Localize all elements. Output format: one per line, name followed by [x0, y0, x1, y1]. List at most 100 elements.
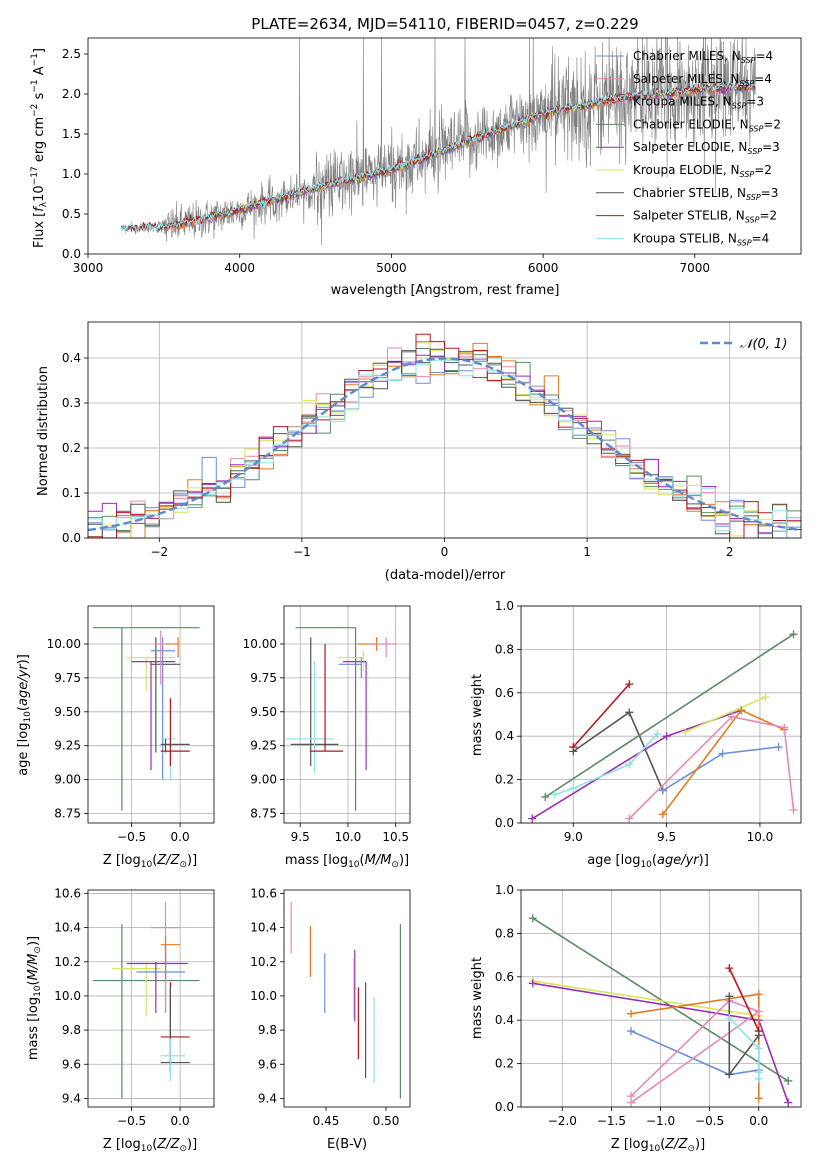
y-tick-label: 0.4	[495, 729, 514, 743]
weight-point	[658, 786, 667, 795]
weight-point	[774, 743, 783, 752]
axes-frame: 9.0 9.5 10.0 0.0 0.2 0.4 0.6 0.8 1.0	[495, 599, 802, 844]
y-tick-label: 0.0	[62, 531, 81, 545]
y-tick-label: 9.00	[54, 773, 81, 787]
y-tick-label: 0.8	[495, 642, 514, 656]
mass-vs-ebv-xlabel: E(B-V)	[327, 1137, 367, 1152]
y-tick-label: 9.8	[258, 1023, 277, 1037]
legend-label: Chabrier ELODIE, NSSP=2	[633, 117, 781, 133]
x-tick-label: 9.5	[291, 830, 310, 844]
x-tick-label: 7000	[680, 261, 711, 275]
x-tick-label: 10.0	[335, 830, 362, 844]
weight-point	[780, 723, 789, 732]
legend-value: =2	[759, 209, 777, 223]
weight-point	[658, 810, 667, 819]
weight-point	[761, 693, 770, 702]
y-tick-label: 9.50	[250, 705, 277, 719]
x-tick-label: −0.5	[117, 1114, 146, 1128]
weight-vs-metallicity-panel: −2.0 −1.5 −1.0 −0.5 0.0 0.0 0.2 0.4 0.6 0.8 1.0 Z …	[470, 883, 802, 1154]
age-vs-metallicity-panel: −0.5 0.0 8.75 9.00 9.25 9.50 9.75 10.00 Z [log1…	[16, 605, 215, 870]
x-tick-label: 6000	[528, 261, 559, 275]
weight-line	[728, 967, 760, 1032]
y-tick-label: 0.2	[495, 773, 514, 787]
axes-frame: 9.5 10.0 10.5 8.75 9.00 9.25 9.50 9.75 10.00	[243, 605, 411, 844]
weight-point	[627, 1009, 636, 1018]
weight-line	[630, 1030, 759, 1076]
weight-point	[625, 680, 634, 689]
y-tick-label: 9.6	[258, 1057, 277, 1071]
mass-vs-ebv-panel: 0.45 0.50 9.4 9.6 9.8 10.0 10.2 10.4 10.6 E(B-V)	[250, 886, 411, 1152]
axes-border	[520, 605, 802, 824]
legend-subscript: SSP	[747, 147, 762, 156]
y-tick-label: 0.0	[495, 816, 514, 830]
weight-point	[627, 1098, 636, 1107]
residuals-plot-area: −2 −1 0 1 2 0.0 0.1 0.2 0.3 0.4	[62, 321, 802, 559]
legend-label: Salpeter STELIB, NSSP=2	[633, 209, 777, 225]
weight-point	[754, 1044, 763, 1053]
legend-subscript: SSP	[746, 193, 761, 202]
x-tick-label: −1.0	[646, 1114, 675, 1128]
weight-point	[754, 990, 763, 999]
y-tick-label: 0.4	[62, 351, 81, 365]
y-tick-label: 8.75	[250, 807, 277, 821]
weight-point	[725, 992, 734, 1001]
mass-vs-metallicity-panel: −0.5 0.0 9.4 9.6 9.8 10.0 10.2 10.4 10.6 Z [log1…	[26, 886, 215, 1154]
weight-line	[554, 733, 658, 796]
x-tick-label: 3000	[73, 261, 104, 275]
x-tick-label: 9.5	[657, 830, 676, 844]
y-tick-label: 2.0	[62, 87, 81, 101]
legend-label: Chabrier MILES, NSSP=4	[633, 49, 773, 65]
weight-point	[569, 747, 578, 756]
y-tick-label: 9.25	[250, 739, 277, 753]
weight-point	[541, 792, 550, 801]
y-tick-label: 10.2	[54, 955, 81, 969]
y-tick-label: 0.3	[62, 396, 81, 410]
mass-vs-metallicity-plot-area: −0.5 0.0 9.4 9.6 9.8 10.0 10.2 10.4 10.6	[54, 886, 215, 1128]
grid	[88, 890, 214, 1107]
legend-subscript: SSP	[745, 216, 760, 225]
x-tick-label: 1	[583, 545, 591, 559]
age-vs-mass-plot-area: 9.5 10.0 10.5 8.75 9.00 9.25 9.50 9.75 10.00	[243, 605, 411, 844]
legend-label: Chabrier STELIB, NSSP=3	[633, 186, 778, 202]
mass-vs-ebv-plot-area: 0.45 0.50 9.4 9.6 9.8 10.0 10.2 10.4 10.6	[250, 886, 411, 1128]
x-tick-label: 2	[726, 545, 734, 559]
legend-label: Kroupa STELIB, NSSP=4	[633, 231, 769, 247]
normal-curve	[88, 357, 801, 532]
y-tick-label: 1.0	[495, 883, 514, 897]
axes-border	[87, 321, 802, 539]
y-tick-label: 0.6	[495, 686, 514, 700]
weight-point	[754, 1094, 763, 1103]
x-tick-label: −1.5	[597, 1114, 626, 1128]
weight-point	[754, 1007, 763, 1016]
y-tick-label: 0.1	[62, 486, 81, 500]
weight-vs-metallicity-xlabel: Z [log10(Z/Z⊙)]	[611, 1137, 705, 1154]
weight-vs-age-ylabel: mass weight	[470, 674, 485, 756]
y-tick-label: 1.5	[62, 127, 81, 141]
weight-point	[725, 964, 734, 973]
weight-vs-age-panel: 9.0 9.5 10.0 0.0 0.2 0.4 0.6 0.8 1.0 age [log10(…	[470, 599, 802, 870]
mass-vs-metallicity-xlabel: Z [log10(Z/Z⊙)]	[103, 1137, 197, 1154]
y-tick-label: 10.4	[54, 921, 81, 935]
y-tick-label: 10.4	[250, 921, 277, 935]
age-vs-mass-xlabel: mass [log10(M/M⊙)]	[285, 853, 409, 870]
weight-vs-metallicity-plot-area: −2.0 −1.5 −1.0 −0.5 0.0 0.0 0.2 0.4 0.6 0.8 1.0	[495, 883, 802, 1128]
weight-point	[625, 760, 634, 769]
y-tick-label: 10.00	[243, 637, 277, 651]
y-tick-label: 9.75	[250, 671, 277, 685]
y-tick-label: 1.0	[495, 599, 514, 613]
y-tick-label: 9.8	[62, 1023, 81, 1037]
residuals-xlabel: (data-model)/error	[385, 568, 506, 583]
y-tick-label: 9.75	[54, 671, 81, 685]
axes-border	[520, 889, 802, 1108]
y-tick-label: 0.0	[495, 1100, 514, 1114]
axes-border	[283, 605, 411, 824]
weight-point	[528, 914, 537, 923]
legend-subscript: SSP	[740, 170, 755, 179]
legend-value: =4	[752, 231, 770, 245]
y-tick-label: 9.4	[62, 1091, 81, 1105]
weight-line	[544, 633, 794, 798]
axes-border	[87, 605, 215, 824]
weight-point	[528, 814, 537, 823]
y-tick-label: 2.5	[62, 47, 81, 61]
